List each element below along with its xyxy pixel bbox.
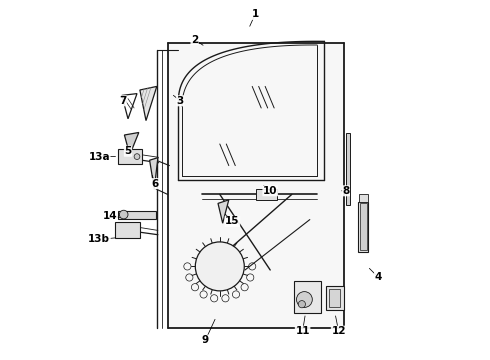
Text: 3: 3 <box>176 96 184 106</box>
Circle shape <box>298 301 305 308</box>
Text: 13b: 13b <box>88 234 110 244</box>
Polygon shape <box>124 132 139 155</box>
Bar <box>118 149 142 164</box>
Text: 6: 6 <box>151 179 159 189</box>
Bar <box>118 211 156 219</box>
Bar <box>358 202 368 252</box>
Bar <box>256 189 277 200</box>
Text: 10: 10 <box>263 186 277 196</box>
Polygon shape <box>140 86 157 121</box>
Bar <box>116 222 140 238</box>
Text: 7: 7 <box>119 96 126 106</box>
Text: 12: 12 <box>331 326 346 336</box>
Text: 13a: 13a <box>88 152 110 162</box>
Circle shape <box>134 154 140 159</box>
Text: 8: 8 <box>342 186 349 196</box>
Circle shape <box>120 210 128 219</box>
Circle shape <box>296 292 312 307</box>
Circle shape <box>196 242 245 291</box>
Text: 1: 1 <box>251 9 259 19</box>
Polygon shape <box>218 200 229 223</box>
Text: 15: 15 <box>225 216 240 226</box>
Text: 4: 4 <box>374 272 382 282</box>
Text: 9: 9 <box>202 335 209 345</box>
Polygon shape <box>168 43 344 328</box>
Text: 2: 2 <box>191 35 198 45</box>
Text: 14: 14 <box>103 211 117 221</box>
Text: 11: 11 <box>295 326 310 336</box>
Bar <box>360 203 367 250</box>
Bar <box>326 286 344 310</box>
Bar <box>294 281 320 313</box>
Bar <box>360 194 368 202</box>
Bar <box>328 289 340 307</box>
Bar <box>346 133 350 205</box>
Polygon shape <box>149 158 158 189</box>
Text: 5: 5 <box>124 146 132 156</box>
